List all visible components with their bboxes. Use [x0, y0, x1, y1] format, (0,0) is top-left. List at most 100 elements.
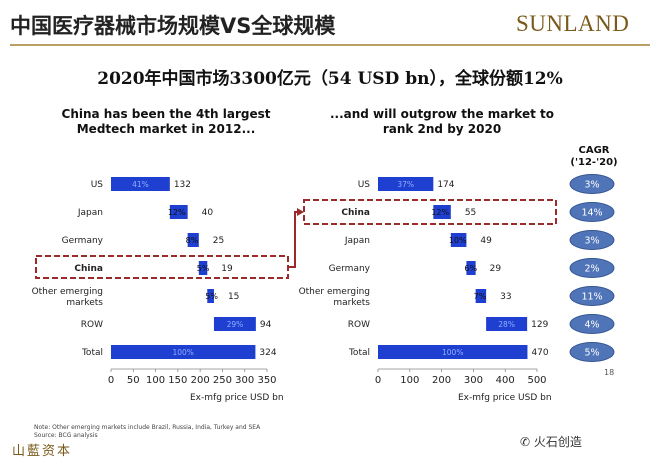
- title-divider: [10, 44, 650, 46]
- value-label: 33: [500, 292, 511, 302]
- share-label: 100%: [172, 348, 193, 357]
- cagr-bubble: [569, 202, 615, 222]
- share-label: 41%: [132, 180, 149, 189]
- x-tick-label: 0: [108, 375, 114, 386]
- cagr-value: 5%: [584, 348, 599, 359]
- category-label: ROW: [81, 320, 103, 330]
- share-label: 8%: [186, 236, 199, 245]
- x-axis-title: Ex-mfg price USD bn: [190, 393, 284, 403]
- share-label: 10%: [449, 236, 467, 245]
- category-label: markets: [333, 298, 370, 308]
- bar: [187, 233, 199, 247]
- value-label: 55: [465, 208, 476, 218]
- footnote-source: Source: BCG analysis: [34, 432, 98, 439]
- footnote: Note: Other emerging markets include Bra…: [34, 424, 260, 440]
- value-label: 49: [480, 236, 492, 246]
- category-label: Other emerging: [32, 287, 103, 297]
- category-label: markets: [66, 298, 103, 308]
- x-tick-label: 350: [257, 375, 276, 386]
- wechat-watermark: ✆ 火石创造: [520, 433, 582, 450]
- x-tick-label: 200: [432, 375, 451, 386]
- bar: [213, 317, 256, 331]
- share-label: 12%: [168, 208, 186, 217]
- bar: [207, 289, 214, 303]
- value-label: 15: [228, 292, 239, 302]
- category-label: China: [74, 264, 103, 274]
- category-label: US: [358, 180, 371, 190]
- category-label: Other emerging: [299, 287, 370, 297]
- category-label: Total: [81, 348, 103, 358]
- brand-chinese: 山藍资本: [12, 444, 73, 459]
- share-label: 5%: [197, 264, 210, 273]
- bar: [198, 261, 208, 275]
- x-tick-label: 0: [375, 375, 381, 386]
- value-label: 132: [174, 180, 191, 190]
- value-label: 19: [221, 264, 233, 274]
- category-label: Japan: [344, 236, 370, 246]
- value-label: 40: [202, 208, 214, 218]
- cagr-value: 2%: [584, 264, 599, 275]
- cagr-column-title: CAGR ('12-'20): [570, 145, 618, 168]
- wechat-icon: ✆: [520, 435, 531, 449]
- share-label: 7%: [474, 292, 487, 301]
- category-label: Total: [348, 348, 370, 358]
- x-axis-title: Ex-mfg price USD bn: [458, 393, 552, 403]
- x-tick-label: 300: [464, 375, 483, 386]
- value-label: 94: [260, 320, 272, 330]
- cagr-bubble: [569, 174, 615, 194]
- bar: [378, 177, 434, 191]
- cagr-bubble: [569, 258, 615, 278]
- category-label: ROW: [348, 320, 370, 330]
- share-label: 12%: [431, 208, 449, 217]
- share-label: 6%: [464, 264, 477, 273]
- x-tick-label: 300: [235, 375, 254, 386]
- cagr-value: 3%: [584, 236, 599, 247]
- x-tick-label: 200: [191, 375, 210, 386]
- share-label: 37%: [397, 180, 414, 189]
- left-chart-heading: China has been the 4th largest Medtech m…: [61, 107, 271, 136]
- footnote-note: Note: Other emerging markets include Bra…: [34, 424, 261, 431]
- page-number: 18: [604, 368, 615, 377]
- category-label: Germany: [329, 264, 371, 274]
- share-label: 29%: [227, 320, 244, 329]
- x-tick-label: 100: [400, 375, 419, 386]
- bar: [433, 205, 451, 219]
- cagr-bubble: [569, 230, 615, 250]
- page-title: 中国医疗器械市场规模VS全球规模: [10, 14, 336, 38]
- value-label: 324: [259, 348, 276, 358]
- category-label: US: [91, 180, 104, 190]
- cagr-value: 3%: [584, 180, 599, 191]
- page-subtitle: 2020年中国市场3300亿元（54 USD bn），全球份额12%: [97, 69, 563, 89]
- cagr-value: 4%: [584, 320, 599, 331]
- value-label: 129: [531, 320, 548, 330]
- share-label: 5%: [205, 292, 218, 301]
- cagr-bubble: [569, 342, 615, 362]
- category-label: China: [341, 208, 370, 218]
- cagr-value: 14%: [581, 208, 602, 219]
- value-label: 470: [531, 348, 548, 358]
- bar: [378, 345, 528, 359]
- share-label: 28%: [498, 320, 515, 329]
- bar: [111, 177, 170, 191]
- bar: [466, 261, 476, 275]
- x-tick-label: 400: [496, 375, 515, 386]
- x-tick-label: 250: [213, 375, 232, 386]
- value-label: 25: [213, 236, 224, 246]
- share-label: 100%: [442, 348, 463, 357]
- bar: [486, 317, 528, 331]
- x-tick-label: 500: [527, 375, 546, 386]
- x-tick-label: 100: [146, 375, 165, 386]
- value-label: 29: [490, 264, 502, 274]
- bar: [475, 289, 487, 303]
- cagr-value: 11%: [581, 292, 602, 303]
- highlight-connector: [288, 211, 302, 268]
- bar: [450, 233, 467, 247]
- sunland-logo: SUNLAND: [516, 11, 630, 36]
- bar: [111, 345, 256, 359]
- category-label: Germany: [62, 236, 104, 246]
- category-label: Japan: [77, 208, 103, 218]
- cagr-bubble: [569, 314, 615, 334]
- right-chart-heading: ...and will outgrow the market to rank 2…: [329, 107, 555, 136]
- x-tick-label: 150: [168, 375, 187, 386]
- value-label: 174: [437, 180, 454, 190]
